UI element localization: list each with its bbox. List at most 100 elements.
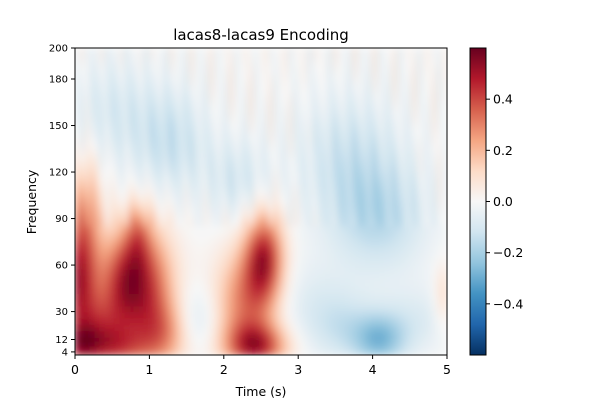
heatmap-cell (243, 115, 250, 123)
heatmap-cell (292, 164, 299, 172)
heatmap-cell (79, 348, 86, 355)
heatmap-cell (208, 84, 215, 92)
heatmap-cell (208, 127, 215, 135)
heatmap-cell (213, 53, 220, 61)
heatmap-cell (183, 84, 190, 92)
heatmap-cell (94, 348, 101, 355)
heatmap-cell (153, 299, 160, 307)
heatmap-cell (411, 145, 418, 153)
heatmap-cell (109, 201, 116, 209)
heatmap-cell (79, 48, 86, 55)
heatmap-cell (218, 237, 225, 245)
heatmap-cell (307, 299, 314, 307)
heatmap-cell (203, 121, 210, 129)
heatmap-cell (218, 121, 225, 129)
heatmap-cell (203, 201, 210, 209)
heatmap-cell (258, 84, 264, 92)
heatmap-cell (421, 274, 428, 282)
heatmap-cell (104, 145, 111, 153)
heatmap-cell (218, 182, 225, 190)
heatmap-cell (238, 305, 245, 313)
heatmap-cell (282, 293, 289, 301)
heatmap-cell (386, 194, 393, 202)
heatmap-cell (267, 133, 274, 141)
heatmap-cell (134, 293, 140, 301)
heatmap-cell (99, 243, 106, 252)
heatmap-cell (75, 274, 81, 282)
heatmap-cell (84, 286, 91, 295)
heatmap-cell (332, 176, 339, 184)
heatmap-cell (337, 213, 344, 221)
heatmap-cell (168, 262, 175, 270)
heatmap-cell (94, 329, 101, 338)
heatmap-cell (382, 53, 388, 61)
heatmap-cell (129, 286, 136, 295)
heatmap-cell (322, 225, 329, 233)
heatmap-cell (198, 336, 205, 344)
heatmap-cell (277, 201, 284, 209)
heatmap-cell (441, 201, 447, 209)
heatmap-cell (84, 293, 91, 301)
heatmap-cell (119, 243, 126, 252)
heatmap-cell (188, 164, 195, 172)
heatmap-cell (203, 182, 210, 190)
heatmap-cell (173, 280, 180, 288)
heatmap-cell (357, 311, 364, 319)
heatmap-cell (367, 115, 374, 123)
heatmap-cell (253, 59, 260, 67)
heatmap-cell (302, 188, 309, 196)
heatmap-cell (124, 219, 131, 227)
heatmap-cell (312, 317, 319, 325)
heatmap-cell (94, 176, 101, 184)
heatmap-cell (243, 133, 250, 141)
heatmap-cell (203, 317, 210, 325)
heatmap-cell (377, 225, 384, 233)
heatmap-cell (292, 48, 299, 55)
heatmap-cell (168, 250, 175, 258)
heatmap-cell (382, 348, 388, 355)
heatmap-cell (238, 194, 245, 202)
heatmap-cell (327, 237, 334, 245)
heatmap-cell (114, 158, 121, 166)
heatmap-cell (258, 317, 264, 325)
heatmap-cell (153, 53, 160, 61)
heatmap-cell (89, 213, 96, 221)
heatmap-cell (183, 299, 190, 307)
heatmap-cell (248, 317, 255, 325)
heatmap-cell (307, 231, 314, 239)
heatmap-cell (99, 329, 106, 338)
heatmap-cell (267, 151, 274, 160)
heatmap-cell (114, 108, 121, 117)
heatmap-cell (431, 127, 438, 135)
heatmap-cell (367, 176, 374, 184)
heatmap-cell (198, 286, 205, 295)
heatmap-cell (193, 231, 200, 239)
heatmap-cell (386, 201, 393, 209)
heatmap-cell (198, 323, 205, 331)
heatmap-cell (198, 207, 205, 215)
heatmap-cell (114, 139, 121, 147)
heatmap-cell (426, 323, 433, 331)
heatmap-cell (198, 164, 205, 172)
heatmap-cell (168, 96, 175, 104)
heatmap-cell (248, 237, 255, 245)
heatmap-cell (208, 207, 215, 215)
heatmap-cell (228, 201, 235, 209)
heatmap-cell (223, 102, 230, 110)
heatmap-cell (372, 201, 379, 209)
heatmap-cell (312, 121, 319, 129)
heatmap-cell (332, 48, 339, 55)
heatmap-cell (84, 280, 91, 288)
heatmap-cell (168, 329, 175, 338)
heatmap-cell (411, 127, 418, 135)
heatmap-cell (401, 188, 408, 196)
heatmap-cell (163, 121, 170, 129)
heatmap-cell (411, 90, 418, 98)
heatmap-cell (148, 194, 155, 202)
heatmap-cell (129, 145, 136, 153)
heatmap-cell (228, 213, 235, 221)
heatmap-cell (173, 115, 180, 123)
heatmap-cell (104, 194, 111, 202)
heatmap-cell (238, 299, 245, 307)
heatmap-cell (297, 133, 304, 141)
